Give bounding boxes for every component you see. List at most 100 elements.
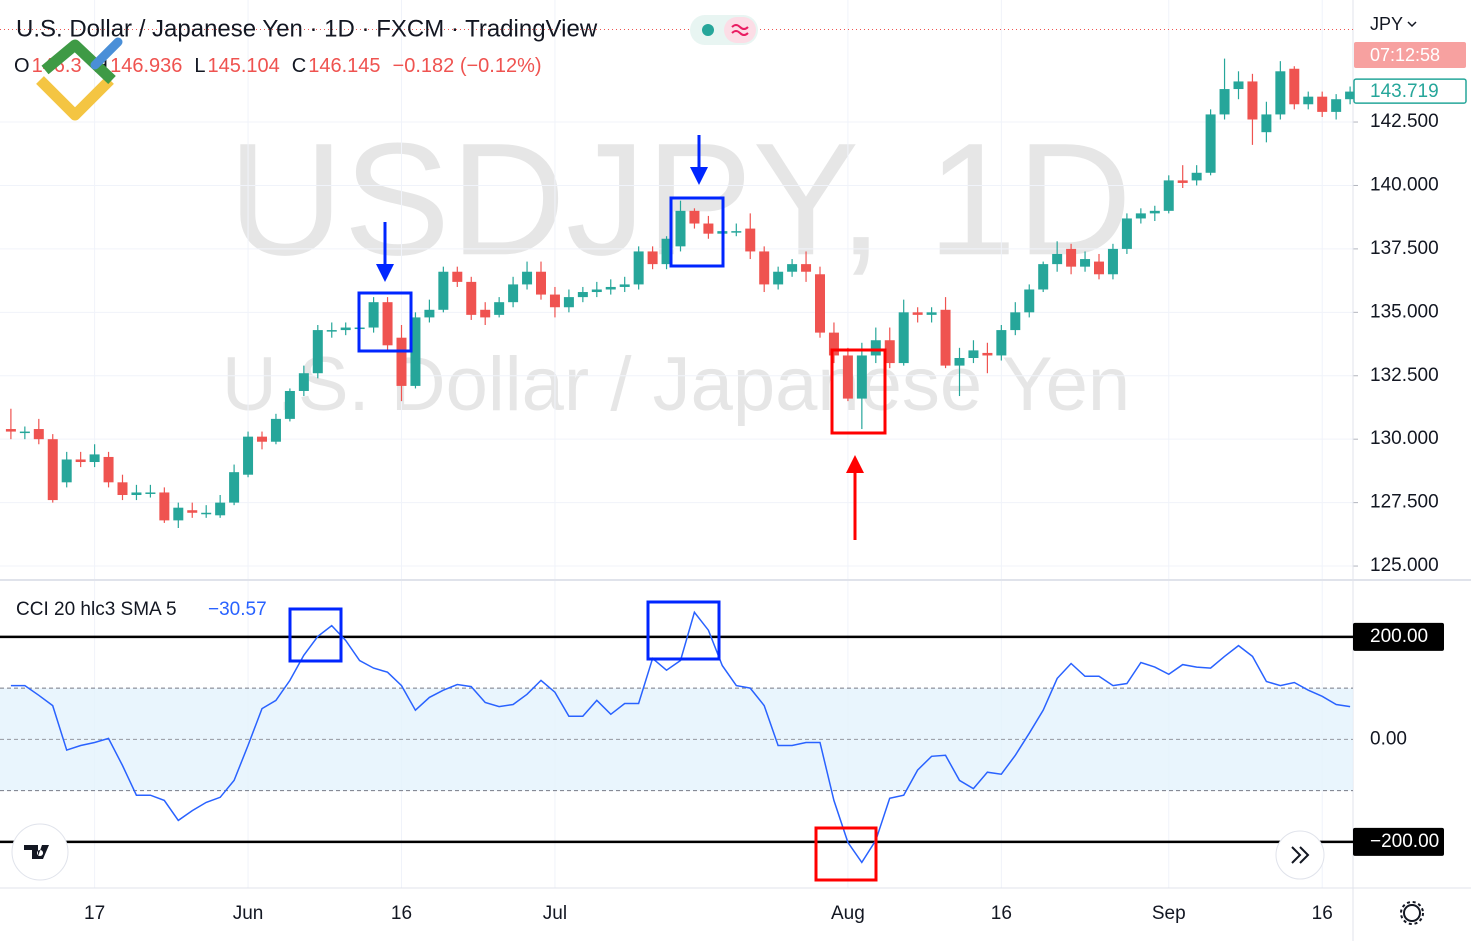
annotation-box	[357, 291, 413, 353]
candle-body	[1317, 96, 1328, 112]
candle-body	[159, 492, 170, 521]
annotation-box	[830, 348, 887, 435]
candle-body	[773, 271, 784, 285]
currency[interactable]: JPY	[1370, 14, 1403, 34]
last-price-box	[1353, 78, 1467, 104]
candle-body	[563, 297, 574, 308]
y-tick-label: 200.00	[1370, 626, 1428, 647]
candle-body	[326, 330, 337, 332]
y-tick-label: −200.00	[1370, 831, 1439, 852]
candle-body	[117, 482, 128, 496]
candle-body	[1261, 114, 1272, 133]
candle-body	[1177, 180, 1188, 183]
countdown: 07:12:58	[1370, 45, 1440, 65]
candle-body	[1289, 68, 1300, 105]
candle-body	[1345, 91, 1356, 100]
candle-body	[633, 251, 644, 285]
candle-body	[243, 436, 254, 475]
candle-body	[1233, 81, 1244, 90]
annotation-arrowhead	[690, 167, 708, 185]
candle-body	[647, 251, 658, 265]
legend-key: O	[14, 55, 30, 77]
candle-body	[494, 302, 505, 315]
candle-body	[438, 271, 449, 310]
candle-body	[954, 357, 965, 366]
candle-body	[703, 223, 714, 234]
candle-body	[424, 309, 435, 318]
last-price-label: 143.719	[1370, 81, 1439, 102]
indicator-value: −30.57	[208, 599, 267, 620]
status-pink	[724, 17, 756, 43]
y-tick-label: 137.500	[1370, 238, 1439, 259]
candle-body	[996, 330, 1007, 356]
candle-body	[368, 302, 379, 328]
tv-logo-button[interactable]	[11, 823, 69, 881]
candle-body	[1275, 71, 1286, 115]
candle-body	[898, 312, 909, 364]
candle-body	[1107, 248, 1118, 275]
candle-body	[145, 492, 156, 494]
candle-body	[759, 251, 770, 285]
y-tick-label: 140.000	[1370, 174, 1439, 195]
settings-gear-rim	[1400, 901, 1424, 925]
y-tick-label: 127.500	[1370, 492, 1439, 513]
y-tick-label: 132.500	[1370, 365, 1439, 386]
candle-body	[270, 418, 281, 442]
x-tick-label: Aug	[831, 903, 865, 924]
candle-body	[870, 340, 881, 356]
candle-body	[89, 454, 100, 463]
x-tick-label: 16	[391, 903, 412, 924]
y-tick-label: 135.000	[1370, 301, 1439, 322]
annotation-box	[669, 196, 725, 268]
legend-value: 146.936	[110, 55, 182, 77]
x-tick-label: Sep	[1152, 903, 1186, 924]
candle-body	[856, 355, 867, 399]
chart-title: U.S. Dollar / Japanese Yen · 1D · FXCM ·…	[16, 15, 598, 42]
candle-body	[884, 340, 895, 364]
legend-value: 145.104	[208, 55, 280, 77]
status-wave	[731, 24, 749, 36]
x-tick-label: Jul	[543, 903, 567, 924]
candle-body	[982, 352, 993, 356]
candle-body	[968, 350, 979, 358]
x-tick-label: 16	[991, 903, 1012, 924]
legend-key: C	[292, 55, 306, 77]
candle-body	[452, 271, 463, 282]
candle-body	[340, 327, 351, 331]
candle-body	[675, 210, 686, 247]
candle-body	[410, 317, 421, 386]
candle-body	[1191, 172, 1202, 181]
candle-body	[689, 210, 700, 224]
candle-body	[229, 472, 240, 503]
candle-body	[1038, 264, 1049, 290]
legend-value: 146.145	[308, 55, 380, 77]
x-tick-label: 17	[84, 903, 105, 924]
annotation-box	[288, 607, 343, 663]
settings-gear[interactable]	[1403, 904, 1421, 922]
candle-body	[912, 312, 923, 315]
candle-body	[466, 281, 477, 315]
tv-logo	[24, 845, 49, 859]
scroll-icon	[1291, 846, 1310, 864]
candle-body	[577, 292, 588, 298]
candle-body	[75, 459, 86, 463]
legend-key: L	[194, 55, 205, 77]
candle-body	[173, 507, 184, 521]
candle-body	[828, 332, 839, 356]
candle-body	[61, 459, 72, 483]
candle-body	[1163, 180, 1174, 211]
candle-body	[940, 309, 951, 366]
candle-body	[1331, 99, 1342, 112]
x-tick-label: 16	[1312, 903, 1333, 924]
candle-body	[661, 238, 672, 265]
indicator-title: CCI 20 hlc3 SMA 5	[16, 599, 177, 620]
candle-body	[1149, 210, 1160, 214]
candle-body	[508, 284, 519, 303]
candle-body	[591, 289, 602, 293]
annotation-arrowhead	[846, 455, 864, 473]
annotation-arrowhead	[376, 264, 394, 282]
legend-change: −0.182 (−0.12%)	[393, 55, 542, 77]
candle-body	[298, 373, 309, 391]
logo-yellow	[36, 76, 114, 121]
candle-body	[131, 492, 142, 496]
